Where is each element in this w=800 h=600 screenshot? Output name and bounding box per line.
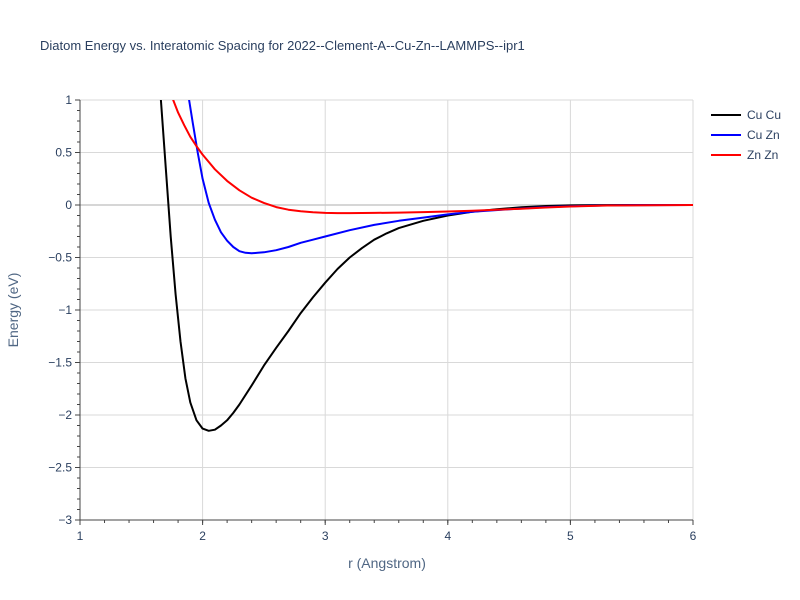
x-tick-label: 3 [322, 529, 329, 543]
gridlines [80, 99, 694, 521]
x-tick-label: 2 [199, 529, 206, 543]
x-tick-label: 6 [690, 529, 697, 543]
series-line-cu-zn [188, 100, 693, 255]
x-tick-label: 4 [444, 529, 451, 543]
chart-title: Diatom Energy vs. Interatomic Spacing fo… [40, 38, 525, 53]
legend-item-zn-zn[interactable]: Zn Zn [711, 148, 778, 162]
series-line-zn-zn [172, 100, 693, 215]
series-layer [159, 100, 693, 432]
y-tick-label: −0.5 [48, 251, 72, 265]
y-tick-label: 0 [65, 198, 72, 212]
x-tick-label: 1 [77, 529, 84, 543]
y-tick-label: 0.5 [55, 146, 72, 160]
y-tick-label: −1 [58, 303, 72, 317]
y-tick-label: −3 [58, 513, 72, 527]
axes: 1 2 3 4 5 6 1 0.5 0 −0.5 −1 −1.5 −2 −2.5 −3 [48, 93, 696, 543]
x-axis-title: r (Angstrom) [348, 555, 426, 571]
y-tick-label: 1 [65, 93, 72, 107]
legend-label: Cu Cu [747, 108, 781, 122]
legend-item-cu-zn[interactable]: Cu Zn [711, 128, 780, 142]
series-line-cu-cu [159, 100, 693, 432]
legend-label: Cu Zn [747, 128, 780, 142]
y-axis-title: Energy (eV) [5, 273, 21, 348]
y-tick-label: −2.5 [48, 461, 72, 475]
legend-item-cu-cu[interactable]: Cu Cu [711, 108, 781, 122]
legend-label: Zn Zn [747, 148, 778, 162]
y-tick-label: −1.5 [48, 356, 72, 370]
x-tick-label: 5 [567, 529, 574, 543]
y-tick-label: −2 [58, 408, 72, 422]
legend[interactable]: Cu Cu Cu Zn Zn Zn [711, 108, 781, 162]
